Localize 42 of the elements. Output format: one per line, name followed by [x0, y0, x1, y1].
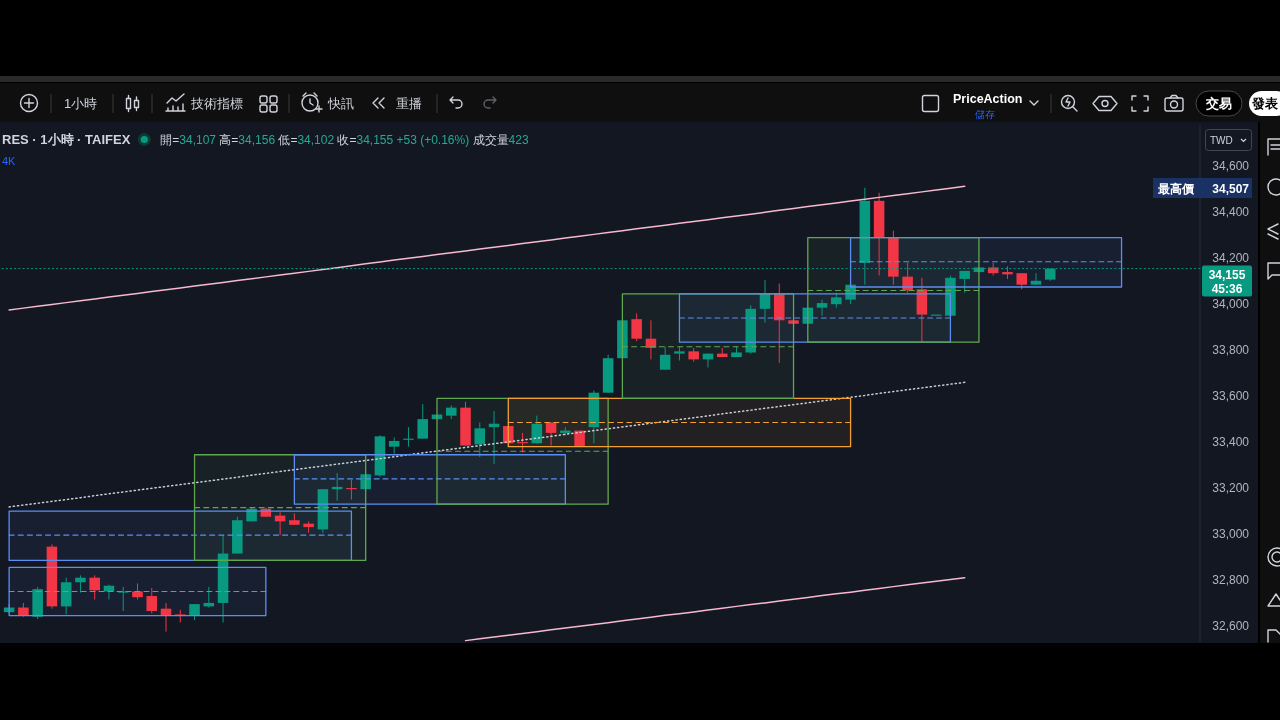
y-tick-label: 34,400 [1212, 205, 1250, 220]
candlestick [1030, 272, 1042, 286]
text: 快訊 [327, 96, 354, 111]
text: 1小時 [64, 96, 98, 111]
text: PriceAction [953, 92, 1023, 106]
text: 發表 [1251, 96, 1279, 111]
line-series [8, 185, 966, 311]
text: 開=34,107 高=34,156 低=34,102 收=34,155 +53 (+0.16%) 成交量423 [160, 133, 529, 147]
candlestick [816, 299, 828, 317]
candlestick [631, 312, 642, 342]
text: 儲存 [975, 109, 995, 120]
line-series [464, 576, 966, 642]
candlestick [659, 346, 671, 371]
y-tick-label: 33,000 [1212, 527, 1250, 541]
candlestick [89, 574, 100, 600]
annotation: 最高價 [1157, 182, 1195, 196]
text: 技術指標 [190, 96, 243, 111]
candlestick [517, 432, 528, 453]
y-tick-label: 33,400 [1212, 435, 1250, 450]
y-tick-label: 34,000 [1212, 297, 1250, 312]
y-tick-label: 33,200 [1212, 481, 1250, 495]
ref-line-label: 34,155 [1208, 267, 1246, 282]
candlestick [959, 270, 970, 294]
text: 34,507 [1212, 182, 1250, 196]
candlestick [403, 426, 414, 448]
y-tick-label: 34,200 [1212, 251, 1250, 266]
candlestick [146, 587, 158, 614]
y-tick-label: 32,800 [1212, 573, 1250, 587]
candlestick [346, 479, 357, 501]
text: TWD [1210, 135, 1233, 146]
y-tick-label: 33,600 [1212, 389, 1250, 404]
text: 交易 [1205, 96, 1232, 111]
annotation: 4K [2, 155, 17, 167]
text: 重播 [396, 96, 422, 111]
candlestick [417, 403, 428, 440]
text: 45:36 [1211, 281, 1243, 296]
y-tick-label: 32,600 [1212, 618, 1250, 633]
candlestick [474, 422, 486, 458]
line-series [8, 381, 966, 508]
y-tick-label: 34,600 [1212, 159, 1250, 174]
y-tick-label: 33,800 [1212, 343, 1250, 358]
text: RES · 1小時 · TAIFEX [2, 132, 131, 147]
